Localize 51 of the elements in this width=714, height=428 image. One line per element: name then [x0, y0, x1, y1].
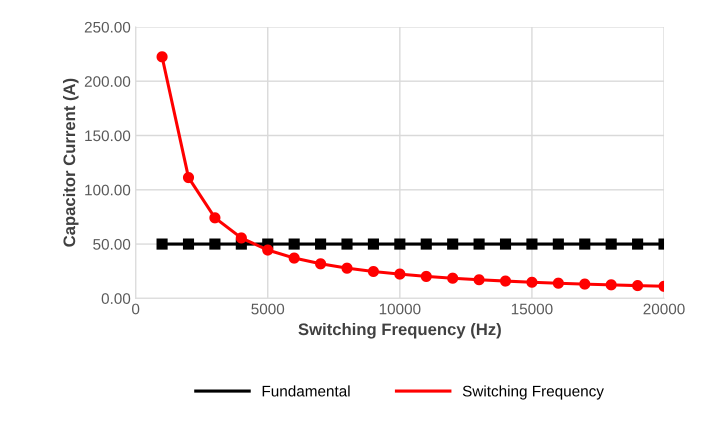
point [209, 212, 220, 224]
x-tick-label: 20000 [644, 304, 685, 314]
point [341, 238, 353, 250]
point [209, 238, 220, 250]
x-axis-title: Switching Frequency (Hz) [298, 322, 501, 339]
point [394, 238, 406, 250]
y-tick-label: 200.00 [84, 76, 130, 87]
y-tick-label: 50.00 [93, 238, 130, 250]
point [447, 238, 458, 250]
y-tick-label: 100.00 [85, 184, 130, 196]
point [579, 278, 590, 290]
point [632, 238, 644, 250]
y-tick-label: 250.00 [84, 22, 130, 33]
x-tick-label: 15000 [512, 304, 553, 314]
point [474, 274, 485, 286]
point [368, 266, 379, 278]
y-axis-title: Capacitor Current (A) [62, 78, 79, 247]
x-tick-label: 0 [132, 304, 140, 314]
point [500, 238, 512, 250]
point [420, 238, 432, 250]
point [182, 172, 194, 184]
point [579, 238, 590, 250]
point [315, 258, 326, 270]
point [606, 279, 617, 290]
point [552, 238, 564, 250]
point [447, 272, 458, 284]
point [526, 276, 538, 288]
point [288, 238, 300, 250]
y-tick-label: 0.00 [102, 293, 130, 304]
point [368, 238, 379, 250]
point [156, 51, 168, 62]
point [474, 238, 485, 250]
point [315, 238, 326, 250]
point [236, 232, 247, 244]
x-tick-label: 5000 [251, 304, 284, 314]
point [526, 238, 538, 250]
point [288, 252, 300, 264]
point [341, 262, 353, 274]
point [420, 270, 432, 282]
legend-label: Fundamental [262, 385, 350, 397]
point [606, 238, 617, 250]
legend-label: Switching Frequency [462, 385, 604, 400]
point [156, 238, 168, 250]
point [632, 280, 644, 292]
point [182, 238, 194, 250]
point [262, 244, 274, 256]
point [394, 268, 406, 280]
point [500, 276, 512, 287]
point [552, 278, 564, 289]
x-tick-label: 10000 [380, 304, 420, 314]
y-tick-label: 150.00 [85, 130, 130, 142]
